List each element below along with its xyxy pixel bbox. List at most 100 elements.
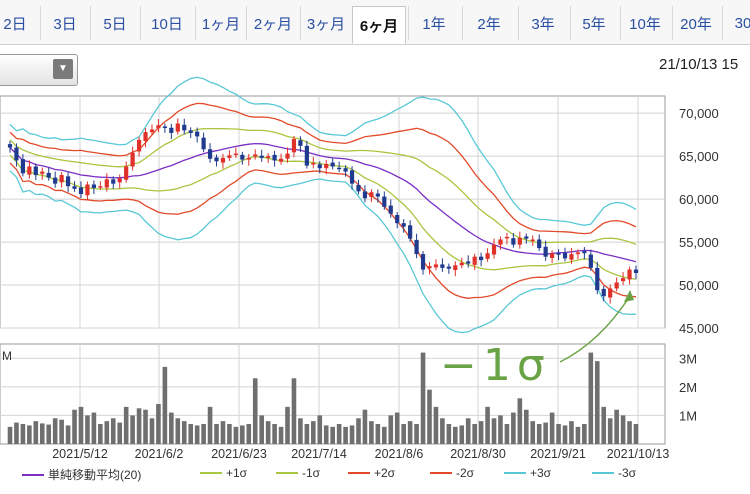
- candle-body: [369, 192, 374, 197]
- candle-body: [595, 267, 600, 291]
- candle-body: [620, 278, 626, 282]
- candle-body: [395, 215, 400, 224]
- volume-bar: [388, 415, 394, 444]
- candle-body: [175, 123, 180, 132]
- tab-period-6[interactable]: 3ヶ月: [300, 6, 351, 40]
- candle-body: [601, 288, 606, 297]
- tab-period-11[interactable]: 5年: [570, 6, 617, 40]
- price-tick-label: 60,000: [679, 192, 719, 207]
- volume-bar: [517, 398, 523, 444]
- tab-period-4[interactable]: 1ヶ月: [195, 6, 246, 40]
- volume-bar: [498, 415, 503, 444]
- tab-period-13[interactable]: 20年: [672, 6, 719, 40]
- legend-swatch: [22, 473, 44, 476]
- volume-bar: [594, 361, 600, 444]
- volume-bar: [214, 424, 219, 444]
- volume-bar: [117, 422, 123, 444]
- x-tick-label: 2021/5/12: [52, 447, 108, 461]
- candle-body: [130, 152, 135, 167]
- volume-bar: [588, 352, 594, 444]
- candle-body: [562, 252, 568, 259]
- volume-bar: [375, 424, 381, 444]
- volume-bar: [7, 426, 13, 444]
- volume-bar: [511, 412, 516, 444]
- candle-body: [343, 168, 348, 172]
- candle-body: [149, 129, 155, 133]
- candle-body: [53, 177, 58, 184]
- volume-bar: [291, 378, 297, 444]
- timestamp: 21/10/13 15: [659, 56, 739, 73]
- volume-bar: [343, 426, 348, 444]
- volume-bar: [72, 409, 77, 444]
- volume-bar: [362, 409, 368, 444]
- candle-body: [40, 171, 45, 174]
- candle-body: [433, 264, 439, 268]
- volume-bar: [485, 406, 490, 444]
- volume-bar: [607, 418, 613, 444]
- price-chart: 70,000 65,000 60,000 55,000 50,000 45,000 3M 2M…: [0, 76, 719, 461]
- legend-swatch: [592, 472, 614, 474]
- tab-period-7[interactable]: 6ヶ月: [352, 6, 406, 44]
- band-minus2-line: [9, 162, 637, 299]
- candle-body: [72, 186, 77, 189]
- volume-bar: [349, 425, 355, 444]
- volume-bar: [265, 421, 271, 444]
- candle-body: [20, 159, 26, 174]
- candle-body: [253, 154, 258, 157]
- tab-period-12[interactable]: 10年: [620, 6, 669, 40]
- candle-body: [207, 149, 213, 159]
- annotation-arrowhead: [624, 290, 634, 302]
- band-plus3-line: [9, 76, 637, 226]
- candle-body: [311, 163, 316, 165]
- volume-bar: [407, 421, 413, 444]
- volume-bar: [549, 412, 555, 444]
- tab-period-1[interactable]: 3日: [40, 6, 89, 40]
- volume-bar: [110, 418, 116, 444]
- x-tick-label: 2021/9/21: [530, 447, 586, 461]
- candle-body: [420, 254, 426, 270]
- volume-bar: [259, 415, 264, 444]
- volume-bar: [220, 421, 226, 444]
- volume-bar: [465, 418, 471, 444]
- candle-body: [78, 187, 84, 194]
- volume-bar: [369, 421, 374, 444]
- candle-body: [530, 239, 535, 241]
- legend-label: +3σ: [530, 466, 552, 480]
- tab-period-3[interactable]: 10日: [140, 6, 193, 40]
- candle-body: [479, 256, 484, 261]
- band-plus2-line: [9, 102, 637, 235]
- chevron-down-icon[interactable]: ▼: [53, 59, 73, 79]
- tab-period-5[interactable]: 2ヶ月: [246, 6, 299, 40]
- tab-period-2[interactable]: 5日: [90, 6, 139, 40]
- candle-body: [382, 196, 387, 207]
- volume-bar: [78, 406, 84, 444]
- legend-item: +3σ: [504, 466, 551, 480]
- tab-period-14[interactable]: 30: [722, 6, 750, 40]
- volume-bar: [298, 418, 303, 444]
- chart-type-dropdown[interactable]: ▼: [0, 54, 78, 86]
- tab-period-0[interactable]: 2日: [0, 6, 39, 40]
- band-minus1-line: [9, 154, 637, 280]
- volume-bar: [304, 424, 310, 444]
- volume-unit-label: M: [2, 349, 12, 363]
- candle-body: [246, 157, 251, 160]
- candle-body: [556, 253, 561, 255]
- price-tick-label: 70,000: [679, 106, 719, 121]
- candle-body: [543, 246, 548, 257]
- tab-period-9[interactable]: 2年: [462, 6, 515, 40]
- candle-body: [143, 132, 148, 142]
- x-tick-label: 2021/10/13: [607, 447, 670, 461]
- candle-body: [59, 175, 64, 183]
- candle-body: [136, 139, 142, 152]
- volume-bar: [169, 412, 174, 444]
- candle-body: [182, 124, 187, 131]
- volume-bar: [427, 389, 432, 444]
- tab-period-8[interactable]: 1年: [408, 6, 459, 40]
- volume-bar: [252, 378, 258, 444]
- candle-body: [491, 244, 497, 255]
- volume-bar: [14, 422, 19, 444]
- x-tick-label: 2021/8/6: [375, 447, 424, 461]
- volume-bar: [440, 418, 445, 444]
- period-tab-bar: 2日 3日 5日 10日 1ヶ月 2ヶ月 3ヶ月 6ヶ月 1年 2年 3年 5年 10年 20年 30: [0, 0, 750, 45]
- tab-period-10[interactable]: 3年: [518, 6, 567, 40]
